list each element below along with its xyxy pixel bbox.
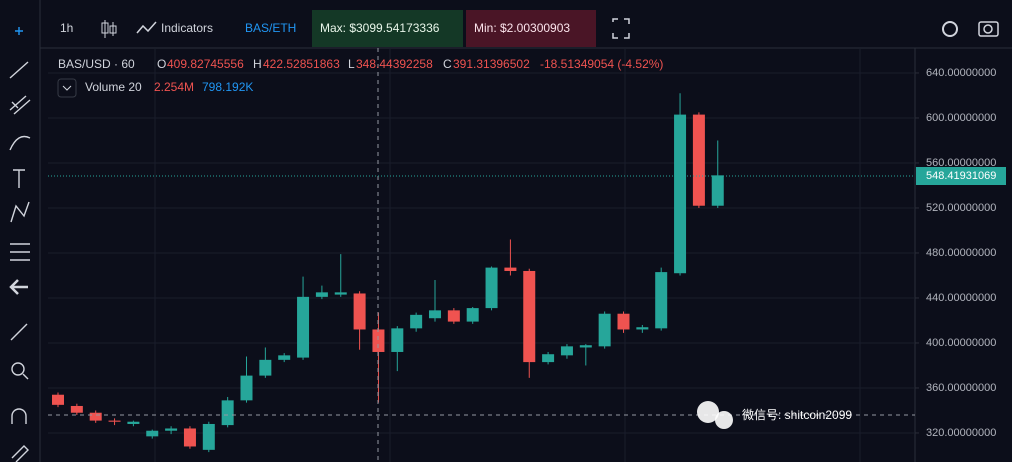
snapshot-icon[interactable] bbox=[978, 21, 999, 37]
compare-pair[interactable]: BAS/ETH bbox=[245, 21, 296, 35]
watermark-text: 微信号: shitcoin2099 bbox=[742, 408, 852, 422]
candle-body bbox=[297, 296, 310, 358]
collapse-icon bbox=[62, 85, 72, 91]
min-box bbox=[466, 10, 596, 47]
candle-body bbox=[485, 267, 498, 309]
o-label: O bbox=[157, 57, 166, 71]
min-price: Min: $2.00300903 bbox=[474, 21, 570, 35]
candle-body bbox=[240, 375, 253, 401]
candle-body bbox=[429, 310, 441, 319]
grid bbox=[48, 72, 915, 434]
l-label: L bbox=[348, 57, 355, 71]
candle-body bbox=[617, 313, 630, 330]
drawing-tools[interactable] bbox=[9, 27, 31, 462]
candle-body bbox=[410, 314, 423, 329]
candle-body bbox=[278, 355, 291, 360]
l-value: 348.44392258 bbox=[356, 57, 433, 71]
candle-body bbox=[504, 267, 517, 271]
candle-body bbox=[391, 328, 404, 352]
candle-body bbox=[579, 345, 592, 348]
candle-body bbox=[711, 175, 724, 206]
y-tick-label: 480.00000000 bbox=[926, 247, 996, 259]
indicators-button[interactable]: Indicators bbox=[161, 21, 213, 35]
max-price: Max: $3099.54173336 bbox=[320, 21, 440, 35]
o-value: 409.82745556 bbox=[167, 57, 244, 71]
candle-body bbox=[466, 308, 479, 322]
interval-button[interactable]: 1h bbox=[60, 21, 73, 35]
collapse-button[interactable] bbox=[57, 78, 77, 98]
settings-icon[interactable] bbox=[942, 21, 958, 37]
candles bbox=[52, 93, 724, 453]
change-value: -18.51349054 (-4.52%) bbox=[540, 57, 663, 71]
candle-body bbox=[315, 292, 328, 297]
volume-ma-value: 798.192K bbox=[202, 80, 253, 94]
candle-body bbox=[127, 421, 140, 424]
h-label: H bbox=[253, 57, 262, 71]
candle-body bbox=[165, 428, 178, 431]
y-tick-label: 400.00000000 bbox=[926, 337, 996, 349]
candle-body bbox=[259, 359, 272, 376]
candle-body bbox=[108, 420, 121, 422]
candle-body bbox=[372, 329, 385, 352]
y-tick-label: 520.00000000 bbox=[926, 202, 996, 214]
y-tick-label: 640.00000000 bbox=[926, 67, 996, 79]
candle-body bbox=[89, 412, 102, 421]
max-box bbox=[312, 10, 463, 47]
candle-body bbox=[334, 292, 347, 295]
c-label: C bbox=[443, 57, 452, 71]
c-value: 391.31396502 bbox=[453, 57, 530, 71]
candle-type-icon[interactable] bbox=[101, 20, 117, 38]
candle-body bbox=[598, 313, 611, 347]
volume-value: 2.254M bbox=[154, 80, 194, 94]
fullscreen-icon[interactable] bbox=[612, 18, 630, 39]
y-tick-label: 320.00000000 bbox=[926, 427, 996, 439]
candle-body bbox=[202, 423, 215, 450]
volume-label: Volume 20 bbox=[85, 80, 142, 94]
y-tick-label: 440.00000000 bbox=[926, 292, 996, 304]
candle-body bbox=[70, 405, 83, 413]
candle-body bbox=[692, 114, 705, 206]
candle-body bbox=[52, 394, 64, 405]
candle-body bbox=[560, 346, 573, 356]
vertical-grid bbox=[154, 48, 861, 462]
y-tick-label: 560.00000000 bbox=[926, 157, 996, 169]
candle-body bbox=[542, 354, 555, 363]
candle-body bbox=[636, 327, 649, 330]
y-tick-label: 600.00000000 bbox=[926, 112, 996, 124]
candle-body bbox=[183, 428, 196, 447]
symbol-label: BAS/USD · 60 bbox=[58, 57, 135, 71]
candle-body bbox=[146, 430, 159, 437]
h-value: 422.52851863 bbox=[263, 57, 340, 71]
candle-body bbox=[353, 293, 366, 330]
candle-body bbox=[447, 310, 460, 322]
candle-body bbox=[655, 272, 668, 329]
watermark: 微信号: shitcoin2099 bbox=[697, 401, 852, 429]
candle-body bbox=[221, 400, 234, 426]
indicators-icon[interactable] bbox=[136, 21, 157, 34]
candle-body bbox=[523, 270, 536, 363]
y-tick-label: 360.00000000 bbox=[926, 382, 996, 394]
last-price-label: 548.41931069 bbox=[926, 170, 996, 182]
snapshot-lens bbox=[983, 24, 993, 34]
candle-body bbox=[674, 114, 687, 274]
last-price-tag bbox=[916, 167, 1006, 186]
